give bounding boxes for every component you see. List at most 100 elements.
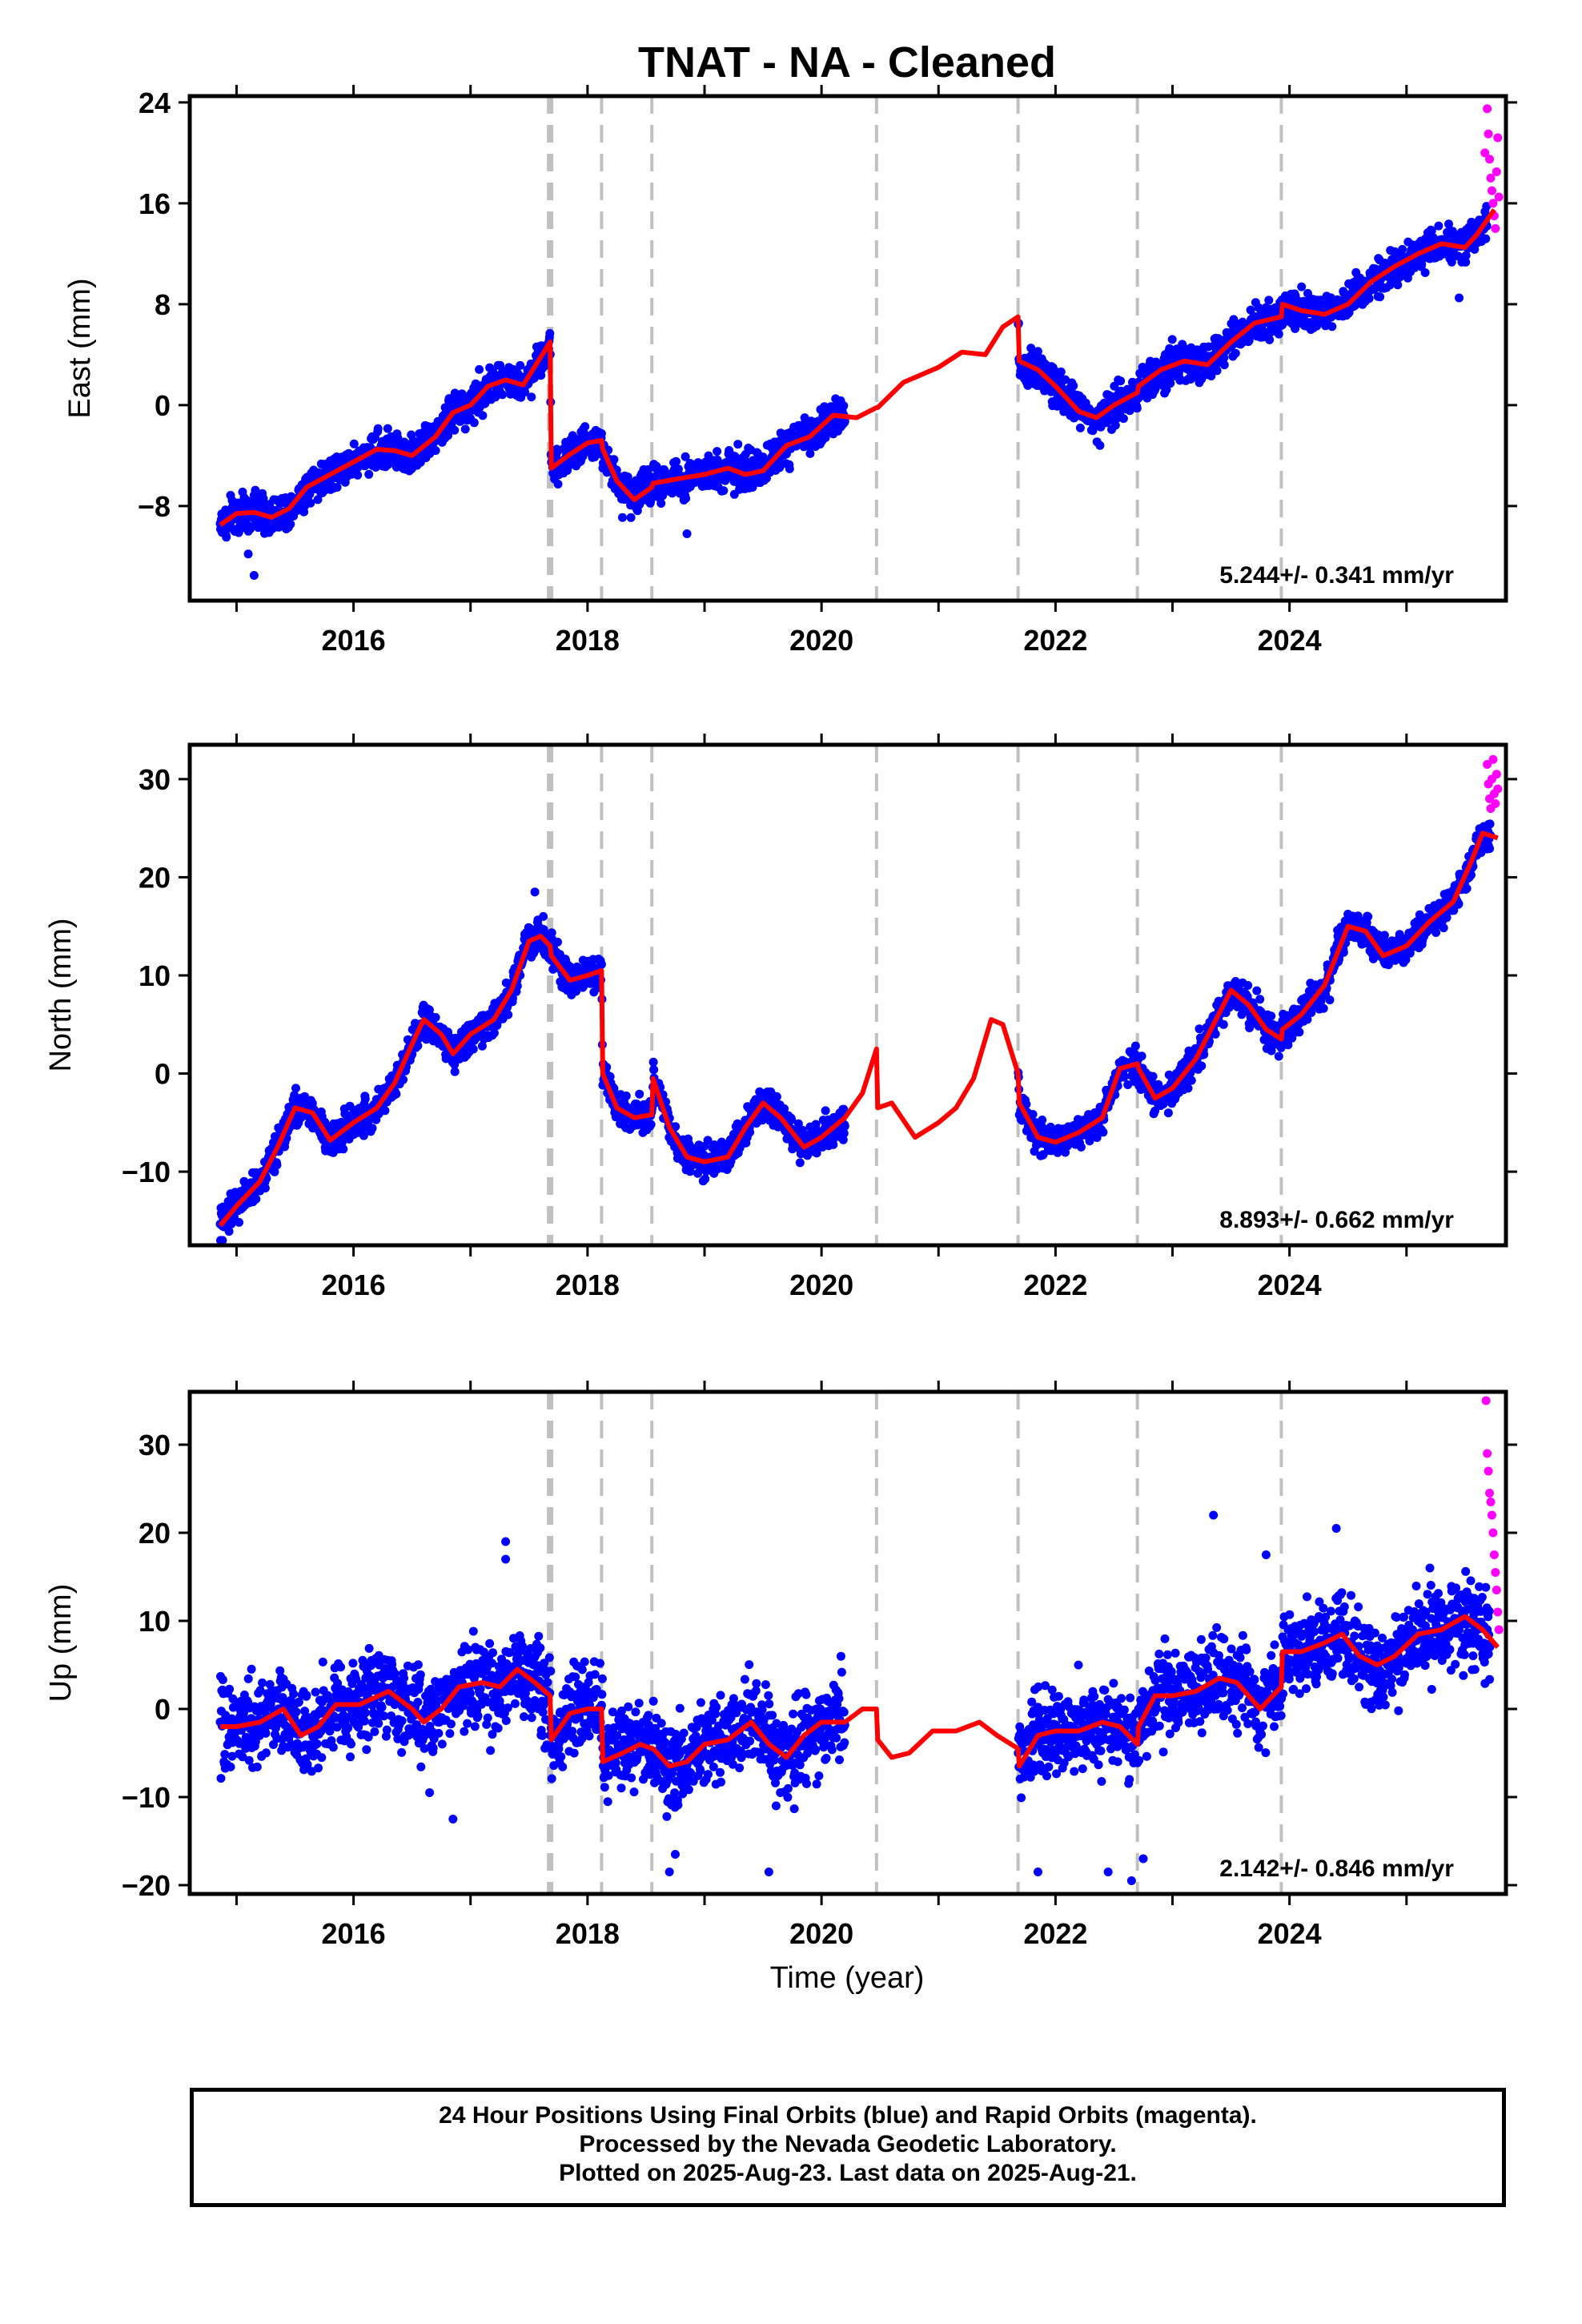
data-point (516, 360, 525, 370)
model-line (219, 208, 1496, 527)
data-point (793, 1119, 803, 1128)
data-point (646, 1120, 656, 1129)
data-point (291, 1084, 300, 1093)
data-point (1444, 219, 1453, 229)
data-point (812, 1148, 821, 1158)
data-point (1297, 282, 1307, 292)
plot-area (215, 754, 1503, 1245)
data-point (498, 390, 507, 400)
data-point (1033, 347, 1042, 356)
data-point (649, 1065, 659, 1075)
data-point (821, 1106, 830, 1116)
y-tick-label: 16 (139, 187, 171, 220)
x-tick-label: 2022 (1023, 624, 1087, 657)
data-point (272, 1160, 282, 1170)
rapid-point (1484, 129, 1493, 139)
rapid-point (1491, 223, 1500, 233)
data-point (682, 529, 692, 539)
data-point (1150, 384, 1160, 394)
data-point (1461, 257, 1471, 267)
data-point (1118, 414, 1128, 424)
data-point (1482, 202, 1492, 211)
data-point (527, 392, 536, 402)
data-point (635, 1089, 644, 1099)
data-point (840, 1121, 849, 1131)
data-point (681, 452, 690, 461)
rapid-point (1485, 155, 1495, 164)
data-point (1075, 423, 1085, 432)
data-point (1212, 366, 1222, 376)
data-point (431, 1013, 440, 1022)
gnss-time-series-chart: TNAT - NA - Cleaned 2016 2018 2020 2022 2024… (44, 38, 1517, 1995)
data-point (547, 928, 556, 938)
data-point (1167, 335, 1177, 344)
data-point (539, 911, 548, 921)
data-point (1163, 1108, 1173, 1118)
data-point (1116, 376, 1126, 386)
data-point (468, 1044, 478, 1054)
data-point (839, 1104, 849, 1114)
data-point (1150, 1106, 1159, 1116)
data-point (1061, 375, 1070, 384)
data-point (829, 1140, 838, 1149)
data-point (623, 472, 632, 481)
data-point (596, 428, 606, 438)
rapid-orbit-points (1480, 104, 1504, 233)
data-point (1265, 335, 1275, 344)
data-point (656, 499, 666, 508)
data-point (745, 1128, 755, 1137)
data-point (1186, 1076, 1196, 1085)
x-tick-label: 2024 (1258, 624, 1322, 657)
rapid-point (1488, 199, 1498, 208)
final-orbit-points (215, 819, 1496, 1245)
rapid-point (1480, 148, 1490, 158)
data-point (596, 959, 606, 969)
data-point (839, 1128, 849, 1138)
data-point (1076, 1142, 1086, 1152)
rapid-point (1483, 104, 1492, 114)
data-point (1028, 1110, 1038, 1119)
data-point (785, 464, 794, 473)
data-point (609, 455, 619, 464)
data-point (1219, 353, 1229, 363)
data-point (399, 1075, 408, 1084)
y-tick-label: 0 (155, 389, 171, 422)
data-point (422, 1035, 431, 1044)
data-point (539, 925, 548, 935)
data-point (460, 424, 470, 434)
data-point (1123, 1080, 1133, 1089)
data-point (1022, 1100, 1031, 1109)
chart-title: TNAT - NA - Cleaned (638, 38, 1056, 86)
data-point (235, 1217, 244, 1227)
data-point (431, 446, 440, 456)
data-point (450, 425, 460, 435)
rapid-point (1487, 186, 1496, 195)
data-point (349, 439, 359, 448)
data-point (1132, 404, 1142, 413)
data-point (339, 1144, 348, 1154)
data-point (450, 1067, 460, 1076)
rapid-point (1494, 192, 1504, 202)
data-point (713, 447, 722, 456)
rapid-point (1486, 173, 1496, 183)
data-point (1398, 244, 1407, 254)
data-point (1069, 381, 1078, 391)
rapid-point (1493, 133, 1503, 143)
data-point (553, 480, 563, 489)
data-point (373, 424, 383, 433)
x-tick-label: 2016 (322, 624, 386, 657)
data-point (1148, 1072, 1158, 1081)
data-point (1291, 324, 1300, 333)
data-point (1130, 1041, 1140, 1051)
data-point (478, 411, 488, 420)
data-point (1119, 1072, 1129, 1082)
data-point (839, 401, 849, 411)
data-point (1410, 263, 1419, 272)
data-point (1046, 1122, 1055, 1132)
data-point (1059, 407, 1069, 416)
data-point (621, 1092, 631, 1100)
data-point (469, 418, 479, 428)
data-point (364, 469, 374, 479)
data-point (1098, 1128, 1108, 1137)
